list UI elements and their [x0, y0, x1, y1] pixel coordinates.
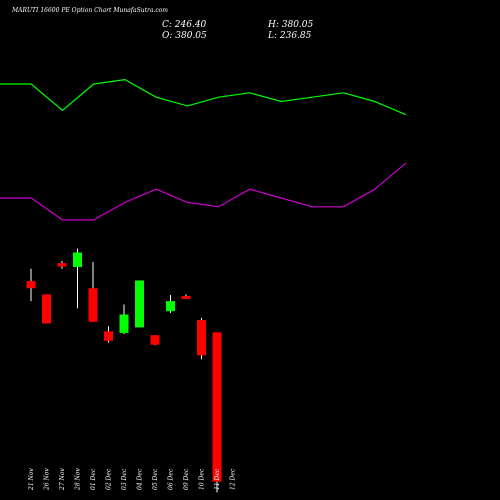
candle-body: [73, 252, 82, 268]
x-tick-label: 06 Dec: [168, 468, 175, 490]
x-tick-label: 04 Dec: [137, 468, 144, 490]
candle-body: [150, 335, 160, 345]
candle-body: [104, 331, 113, 341]
x-tick-label: 10 Dec: [199, 468, 206, 490]
candle-body: [88, 288, 98, 322]
x-tick-label: 05 Dec: [152, 468, 159, 490]
candle-body: [26, 281, 36, 289]
x-tick-label: 21 Nov: [28, 468, 35, 491]
candle-body: [181, 296, 191, 299]
upper-band-line: [0, 78, 407, 116]
x-tick-label: 01 Dec: [90, 468, 97, 490]
x-tick-label: 27 Nov: [59, 468, 66, 491]
candle-body: [119, 314, 129, 333]
x-tick-label: 11 Dec: [214, 468, 221, 490]
candle-body: [197, 320, 206, 356]
x-tick-label: 28 Nov: [75, 468, 82, 491]
candle-body: [166, 301, 175, 312]
candle-body: [42, 294, 51, 324]
candle-body: [212, 332, 222, 482]
high-value: H: 380.05: [268, 20, 314, 30]
candle-body: [57, 263, 67, 267]
x-tick-label: 09 Dec: [183, 468, 190, 490]
open-value: O: 380.05: [162, 31, 207, 41]
candle-body: [135, 280, 144, 328]
x-tick-label: 12 Dec: [230, 468, 237, 490]
chart-title: MARUTI 16600 PE Option Chart MunafaSutra…: [12, 7, 168, 14]
lower-band-line: [0, 162, 407, 221]
x-tick-label: 03 Dec: [121, 468, 128, 490]
close-value: C: 246.40: [162, 20, 207, 30]
x-tick-label: 26 Nov: [44, 468, 51, 491]
x-tick-label: 02 Dec: [106, 468, 113, 490]
low-value: L: 236.85: [268, 31, 312, 41]
